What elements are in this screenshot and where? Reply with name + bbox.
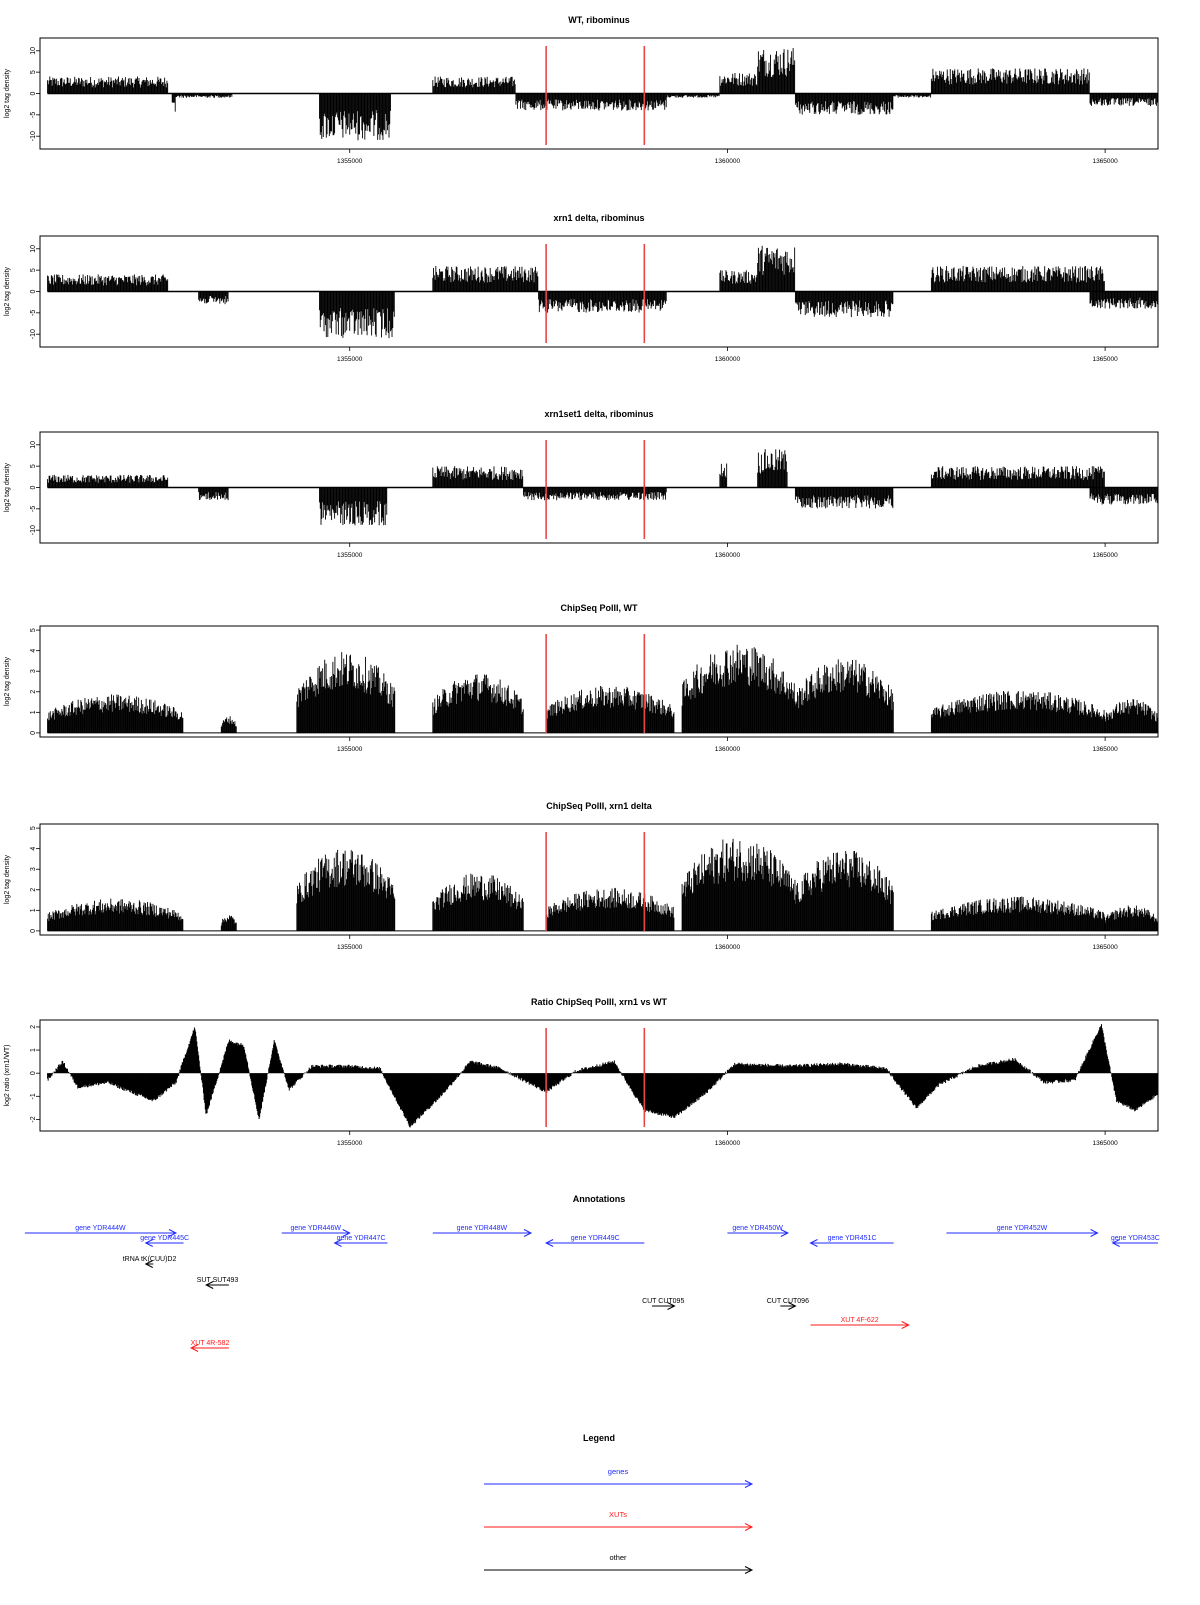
- density-segment: [682, 645, 795, 733]
- density-segment: [433, 674, 523, 732]
- coverage-segment: [539, 292, 667, 313]
- panel-title: ChipSeq PolII, WT: [561, 603, 638, 613]
- coverage-segment: [320, 488, 387, 526]
- x-tick-label: 1360000: [715, 158, 741, 165]
- coverage-segment: [199, 488, 228, 501]
- panel-2: xrn1 delta, ribominus -10 -5 0 5 10 log2 tag d…: [4, 213, 1158, 363]
- y-tick-label: 10: [30, 47, 37, 55]
- panel-3: xrn1set1 delta, ribominus -10 -5 0 5 10 log2 t…: [4, 409, 1158, 559]
- coverage-segment: [758, 449, 787, 487]
- y-tick-label: 0: [30, 289, 37, 293]
- y-tick-label: -5: [30, 506, 37, 512]
- coverage-segment: [720, 270, 757, 291]
- y-tick-label: 3: [30, 669, 37, 673]
- y-tick-label: -10: [30, 329, 37, 339]
- y-tick-label: 10: [30, 245, 37, 253]
- y-axis-label: log2 tag density: [4, 266, 11, 316]
- y-tick-label: -10: [30, 525, 37, 535]
- coverage-segment: [1090, 488, 1157, 505]
- coverage-segment: [931, 466, 1104, 487]
- coverage-segment: [1090, 94, 1157, 107]
- y-tick-label: 0: [30, 731, 37, 735]
- coverage-segment: [433, 466, 523, 487]
- y-axis-label: log2 tag density: [4, 656, 11, 706]
- data-marks: [48, 449, 1158, 525]
- x-tick-label: 1360000: [715, 356, 741, 363]
- y-tick-label: 0: [30, 91, 37, 95]
- x-tick-label: 1365000: [1092, 356, 1118, 363]
- panel-1: WT, ribominus -10 -5 0 5 10 log2 tag density 13…: [4, 15, 1158, 165]
- density-segment: [1105, 699, 1157, 733]
- data-marks: [48, 645, 1158, 733]
- y-tick-label: 0: [30, 485, 37, 489]
- y-axis-label: log2 tag density: [4, 462, 11, 512]
- density-segment: [48, 694, 183, 732]
- coverage-segment: [720, 464, 727, 488]
- coverage-segment: [1090, 292, 1157, 309]
- coverage-segment: [433, 266, 538, 292]
- y-tick-label: 5: [30, 70, 37, 74]
- density-segment: [297, 652, 395, 733]
- y-tick-label: -5: [30, 310, 37, 316]
- data-marks: [48, 246, 1158, 338]
- coverage-segment: [48, 76, 168, 93]
- density-segment: [795, 659, 893, 733]
- coverage-segment: [48, 475, 168, 488]
- panel-title: WT, ribominus: [568, 15, 630, 25]
- y-tick-label: 10: [30, 441, 37, 449]
- x-tick-label: 1365000: [1092, 552, 1118, 559]
- coverage-segment: [931, 68, 1089, 93]
- x-tick-label: 1365000: [1092, 746, 1118, 753]
- coverage-segment: [320, 292, 395, 339]
- panel-title: xrn1 delta, ribominus: [553, 213, 644, 223]
- panel-title: xrn1set1 delta, ribominus: [544, 409, 653, 419]
- coverage-segment: [795, 488, 892, 509]
- y-axis-label: log2 tag density: [4, 68, 11, 118]
- coverage-segment: [320, 94, 391, 141]
- panel-4: ChipSeq PolII, WT 0 1 2 3 4 5 log2 tag density 1…: [4, 603, 1158, 753]
- y-tick-label: 5: [30, 268, 37, 272]
- y-tick-label: 2: [30, 690, 37, 694]
- x-tick-label: 1365000: [1092, 158, 1118, 165]
- x-tick-label: 1355000: [337, 552, 363, 559]
- coverage-segment: [199, 292, 228, 305]
- y-tick-label: -10: [30, 131, 37, 141]
- data-marks: [48, 48, 1158, 140]
- density-segment: [546, 686, 674, 733]
- density-segment: [221, 716, 236, 733]
- coverage-segment: [433, 77, 515, 94]
- y-tick-label: -5: [30, 112, 37, 118]
- x-tick-label: 1355000: [337, 356, 363, 363]
- x-tick-label: 1360000: [715, 552, 741, 559]
- y-tick-label: 1: [30, 710, 37, 714]
- density-segment: [931, 691, 1104, 733]
- y-tick-label: 4: [30, 649, 37, 653]
- coverage-segment: [795, 292, 892, 318]
- coverage-segment: [795, 94, 892, 115]
- coverage-segment: [172, 94, 175, 112]
- y-tick-label: 5: [30, 464, 37, 468]
- x-tick-label: 1355000: [337, 746, 363, 753]
- x-tick-label: 1360000: [715, 746, 741, 753]
- coverage-segment: [931, 266, 1104, 292]
- coverage-segment: [758, 48, 795, 94]
- y-tick-label: 5: [30, 628, 37, 632]
- coverage-segment: [720, 73, 757, 93]
- x-tick-label: 1355000: [337, 158, 363, 165]
- coverage-segment: [758, 246, 795, 292]
- coverage-segment: [48, 274, 168, 291]
